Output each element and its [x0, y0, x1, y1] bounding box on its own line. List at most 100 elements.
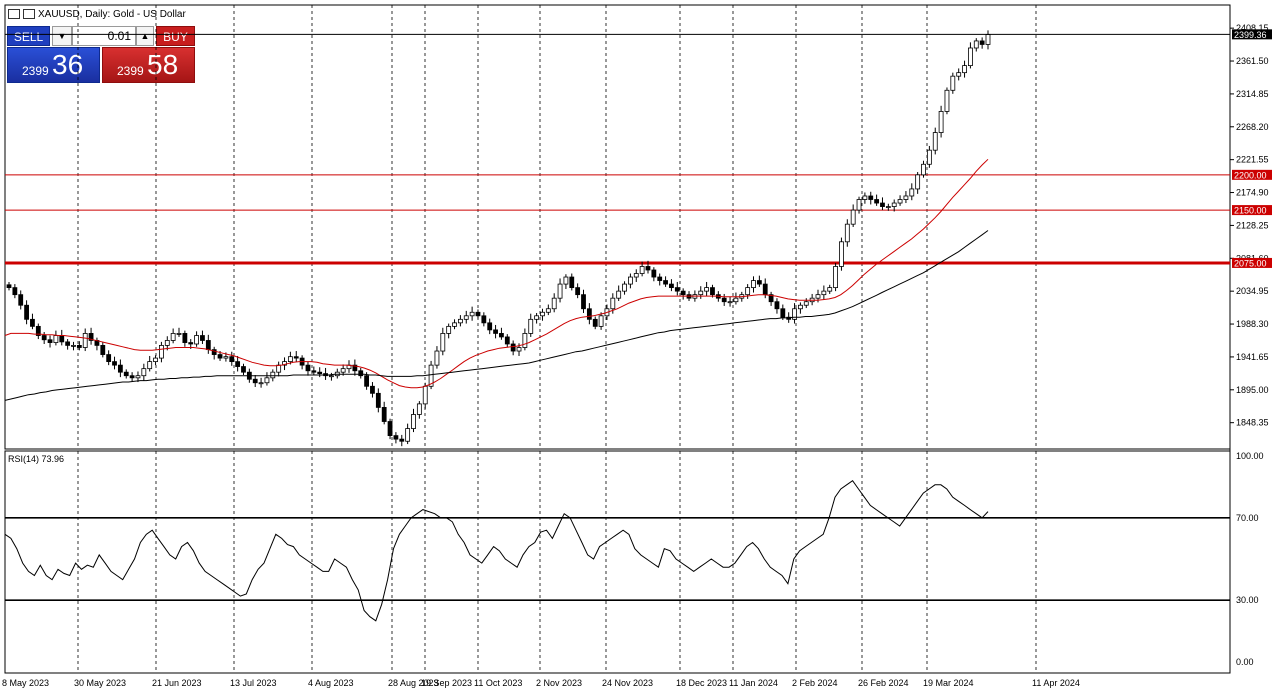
candle-body — [563, 276, 569, 285]
price-level-label: 2399.36 — [1234, 30, 1267, 40]
symbol-icon — [23, 9, 35, 20]
candle-body — [452, 322, 457, 327]
candle-body — [164, 340, 170, 346]
candle-body — [698, 290, 704, 296]
candle-body — [751, 280, 756, 289]
candle-body — [329, 375, 334, 378]
buy-button[interactable]: BUY — [156, 26, 195, 46]
rsi-y-tick-label: 30.00 — [1236, 595, 1259, 605]
candle-body — [446, 325, 452, 334]
candle-body — [176, 333, 182, 335]
candle-body — [264, 377, 270, 384]
candle-body — [569, 276, 575, 289]
candle-body — [956, 72, 962, 77]
candle-body — [370, 385, 375, 394]
lot-decrease-button[interactable]: ▼ — [52, 26, 72, 46]
candle-body — [47, 339, 53, 343]
x-tick-label: 19 Mar 2024 — [923, 678, 974, 688]
candle-body — [610, 297, 616, 310]
rsi-line — [4, 480, 989, 622]
candle-body — [581, 294, 586, 310]
buy-price-prefix: 2399 — [117, 64, 144, 78]
sell-price-prefix: 2399 — [22, 64, 49, 78]
candle-body — [733, 297, 739, 303]
candle-body — [774, 301, 780, 310]
candle-body — [651, 269, 657, 278]
candle-body — [821, 290, 827, 296]
rsi-y-tick-label: 100.00 — [1236, 451, 1264, 461]
candle-body — [200, 335, 205, 341]
candle-body — [862, 195, 868, 200]
x-tick-label: 28 Aug 2023 — [388, 678, 439, 688]
candle-body — [375, 392, 381, 408]
candle-body — [358, 370, 364, 377]
candle-body — [798, 304, 803, 310]
candle-body — [551, 297, 557, 310]
candle-body — [223, 356, 229, 359]
candle-body — [287, 356, 293, 363]
candle-body — [76, 344, 82, 348]
buy-price-pips: 58 — [147, 49, 179, 80]
candle-body — [768, 294, 774, 303]
candle-body — [135, 375, 141, 379]
candle-body — [440, 333, 446, 352]
lot-increase-button[interactable]: ▲ — [136, 26, 154, 46]
candle-body — [850, 209, 856, 225]
x-tick-label: 11 Jan 2024 — [729, 678, 778, 688]
sell-price-box[interactable]: 2399 36 — [7, 47, 100, 83]
candle-body — [241, 366, 246, 373]
candle-body — [387, 421, 393, 437]
y-tick-label: 2034.95 — [1236, 286, 1269, 296]
candle-body — [792, 308, 797, 320]
candle-body — [499, 333, 504, 338]
candle-body — [874, 199, 880, 204]
x-tick-label: 13 Jul 2023 — [230, 678, 277, 688]
price-level-tag — [1232, 257, 1272, 268]
x-tick-label: 21 Jun 2023 — [152, 678, 202, 688]
x-tick-label: 4 Aug 2023 — [308, 678, 354, 688]
candle-body — [117, 364, 123, 373]
candle-body — [252, 378, 258, 384]
candle-body — [393, 435, 399, 440]
candle-body — [745, 287, 751, 296]
candle-body — [364, 375, 369, 387]
candle-body — [71, 344, 76, 347]
candle-body — [123, 371, 129, 377]
candle-body — [487, 322, 493, 331]
candle-body — [182, 333, 188, 343]
candle-body — [434, 350, 440, 366]
buy-price-box[interactable]: 2399 58 — [102, 47, 195, 83]
candle-body — [639, 266, 645, 274]
candle-body — [235, 361, 241, 367]
chart-title: XAUUSD, Daily: Gold - US Dollar — [38, 9, 186, 20]
y-tick-label: 2174.90 — [1236, 188, 1269, 198]
candle-body — [159, 344, 164, 359]
candle-body — [915, 174, 921, 190]
lot-size-input[interactable] — [72, 26, 136, 46]
candle-body — [100, 344, 106, 355]
candle-body — [59, 335, 65, 343]
x-tick-label: 30 May 2023 — [74, 678, 126, 688]
candle-body — [205, 340, 211, 351]
candle-body — [217, 354, 223, 359]
candle-body — [938, 111, 944, 133]
candle-body — [170, 333, 176, 341]
candle-body — [540, 311, 545, 317]
y-tick-label: 2268.20 — [1236, 122, 1269, 132]
candle-body — [762, 283, 768, 296]
sell-button[interactable]: SELL — [7, 26, 50, 46]
y-tick-label: 1941.65 — [1236, 352, 1269, 362]
candle-body — [528, 318, 534, 334]
candle-body — [481, 315, 487, 324]
candle-body — [545, 308, 551, 313]
candle-body — [399, 438, 405, 442]
candle-body — [340, 368, 346, 373]
candle-body — [868, 195, 874, 200]
candle-body — [24, 304, 29, 320]
candle-body — [276, 364, 282, 373]
candle-body — [311, 370, 317, 373]
candle-body — [721, 297, 727, 303]
candle-body — [557, 283, 563, 299]
candle-body — [880, 202, 885, 207]
